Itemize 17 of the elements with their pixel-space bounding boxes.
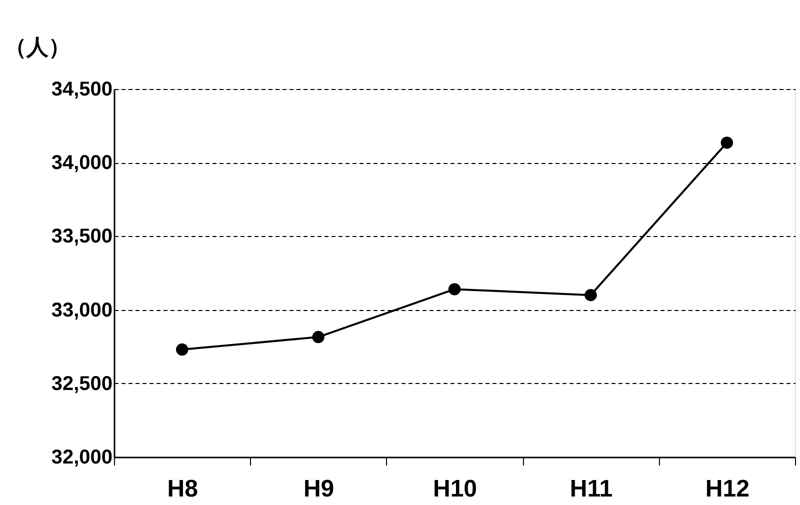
point: [720, 136, 734, 149]
y-tick-label: 34,500: [51, 78, 112, 100]
x-tick-label: H12: [705, 476, 750, 502]
x-tick-label: H11: [570, 476, 613, 502]
y-tick-label: 32,000: [51, 446, 112, 468]
y-tick-label: 33,500: [51, 226, 112, 248]
point: [176, 343, 188, 356]
y-axis-title: （人）: [4, 34, 70, 60]
y-tick-label: 32,500: [51, 372, 112, 395]
point: [584, 288, 597, 302]
y-tick-label: 34,000: [51, 152, 112, 174]
x-tick-label: H10: [432, 476, 478, 502]
point: [448, 283, 461, 296]
y-tick-label: 33,000: [51, 299, 112, 322]
point: [312, 330, 324, 344]
x-tick-label: H9: [303, 476, 334, 502]
x-tick-label: H8: [167, 476, 198, 502]
